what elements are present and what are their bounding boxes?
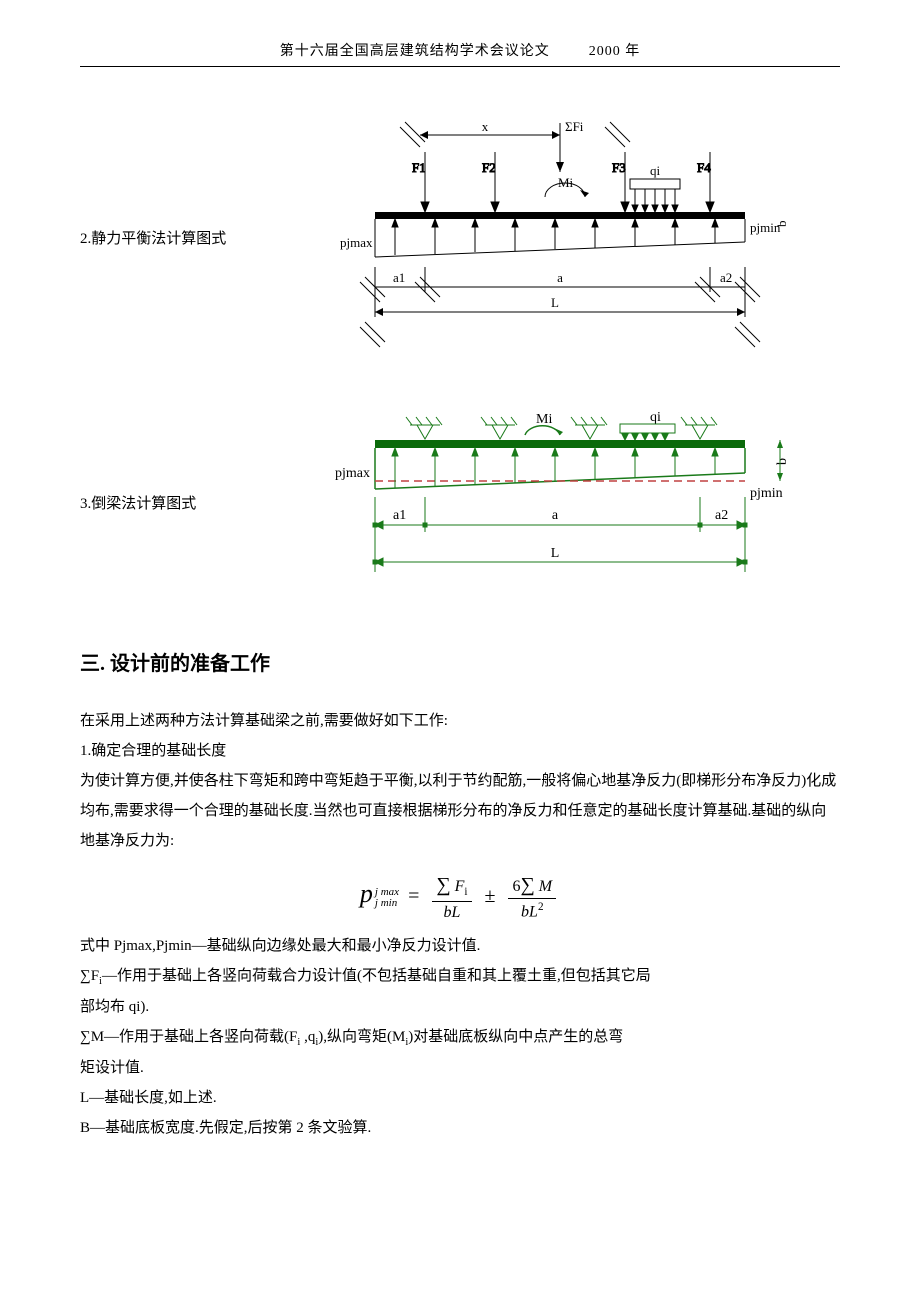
figure-2-row: 2.静力平衡法计算图式 x ΣFi F1 bbox=[80, 117, 840, 357]
svg-text:pjmax: pjmax bbox=[340, 235, 373, 250]
svg-text:a: a bbox=[552, 508, 559, 523]
svg-text:F1: F1 bbox=[412, 160, 426, 175]
svg-text:a: a bbox=[557, 270, 563, 285]
svg-text:pjmin: pjmin bbox=[750, 486, 783, 501]
svg-text:pjmax: pjmax bbox=[335, 466, 370, 481]
svg-text:F3: F3 bbox=[612, 160, 626, 175]
svg-text:a1: a1 bbox=[393, 270, 405, 285]
figure-2-caption: 2.静力平衡法计算图式 bbox=[80, 227, 330, 248]
formula-pjmax-pjmin: p j max j min = ∑ ΣFFi bL ± 6∑ M bL2 bbox=[80, 874, 840, 921]
svg-text:a2: a2 bbox=[720, 270, 732, 285]
svg-text:Mi: Mi bbox=[536, 412, 552, 427]
svg-text:qi: qi bbox=[650, 163, 661, 178]
para-1-body: 为使计算方便,并使各柱下弯矩和跨中弯矩趋于平衡,以利于节约配筋,一般将偏心地基净… bbox=[80, 766, 840, 856]
def-L: L—基础长度,如上述. bbox=[80, 1083, 840, 1113]
figure-3-diagram: Mi qi bbox=[330, 407, 840, 597]
para-1-title: 1.确定合理的基础长度 bbox=[80, 736, 840, 766]
def-sumF: ∑Fi—作用于基础上各竖向荷载合力设计值(不包括基础自重和其上覆土重,但包括其它… bbox=[80, 961, 840, 992]
section-3-title: 三. 设计前的准备工作 bbox=[80, 647, 840, 676]
svg-text:x: x bbox=[482, 119, 489, 134]
def-sumM: ∑M—作用于基础上各竖向荷载(Fi ,qi),纵向弯矩(Mi)对基础底板纵向中点… bbox=[80, 1022, 840, 1053]
svg-text:L: L bbox=[551, 546, 560, 561]
def-sumF-2: 部均布 qi). bbox=[80, 992, 840, 1022]
header-title-left: 第十六届全国高层建筑结构学术会议论文 bbox=[280, 44, 550, 59]
body-text: 在采用上述两种方法计算基础梁之前,需要做好如下工作: 1.确定合理的基础长度 为… bbox=[80, 706, 840, 856]
svg-text:qi: qi bbox=[650, 410, 661, 425]
figure-3-row: 3.倒梁法计算图式 bbox=[80, 407, 840, 597]
definitions: 式中 Pjmax,Pjmin—基础纵向边缘处最大和最小净反力设计值. ∑Fi—作… bbox=[80, 931, 840, 1143]
svg-text:b: b bbox=[774, 221, 789, 228]
svg-text:F2: F2 bbox=[482, 160, 496, 175]
svg-text:L: L bbox=[551, 295, 559, 310]
svg-text:ΣFi: ΣFi bbox=[565, 119, 584, 134]
figure-2-diagram: x ΣFi F1 F2 F3 F4 bbox=[330, 117, 840, 357]
header-title-right: 2000 年 bbox=[589, 44, 641, 59]
def-pjmax: 式中 Pjmax,Pjmin—基础纵向边缘处最大和最小净反力设计值. bbox=[80, 931, 840, 961]
svg-text:b: b bbox=[775, 458, 790, 465]
svg-text:a1: a1 bbox=[393, 508, 406, 523]
svg-text:Mi: Mi bbox=[558, 175, 574, 190]
svg-text:a2: a2 bbox=[715, 508, 728, 523]
svg-text:F4: F4 bbox=[697, 160, 711, 175]
def-B: B—基础底板宽度.先假定,后按第 2 条文验算. bbox=[80, 1113, 840, 1143]
para-intro: 在采用上述两种方法计算基础梁之前,需要做好如下工作: bbox=[80, 706, 840, 736]
page-header: 第十六届全国高层建筑结构学术会议论文 2000 年 bbox=[80, 40, 840, 67]
def-sumM-2: 矩设计值. bbox=[80, 1053, 840, 1083]
figure-3-caption: 3.倒梁法计算图式 bbox=[80, 492, 330, 513]
